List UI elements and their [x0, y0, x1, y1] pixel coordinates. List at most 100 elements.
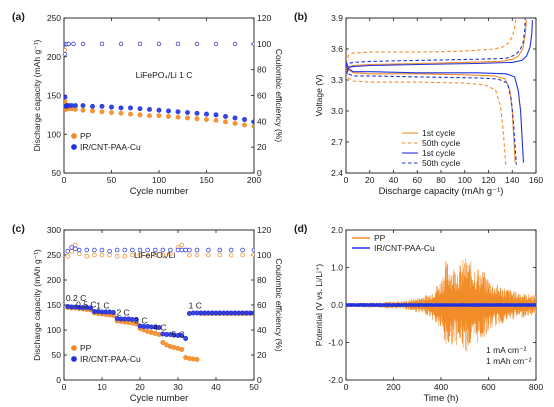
data-point: [118, 105, 124, 111]
data-point: [71, 41, 76, 46]
data-point: [137, 252, 143, 258]
y-tick-label: 50: [52, 168, 62, 178]
x-tick-label: 20: [365, 175, 375, 185]
data-point: [185, 115, 190, 121]
panel-label: (b): [294, 11, 307, 23]
x-tick-label: 40: [211, 382, 221, 392]
y-right-tick-label: 40: [257, 116, 267, 126]
y-tick-label: 2.7: [331, 137, 343, 147]
panel-b: 0 20 40 60 80 100 120 140 160 2.4 2.7 3.0 3.3 3.6 3.9 D…: [294, 11, 543, 197]
x-tick-label: 50: [107, 175, 117, 185]
data-point: [242, 117, 247, 122]
series-line: [346, 20, 533, 74]
y-tick-label: 300: [47, 225, 61, 235]
data-point: [166, 108, 171, 114]
panel-c-series: [65, 242, 254, 362]
data-point: [194, 41, 200, 46]
y-right-axis-label: Coulombic efficiency (%): [274, 49, 284, 143]
rate-label: 5 C: [172, 330, 185, 340]
x-tick-label: 200: [386, 382, 400, 392]
panel-label: (c): [12, 223, 25, 235]
data-point: [194, 357, 200, 362]
annotation-text: LiFePO₄/Li 1 C: [136, 70, 193, 80]
x-tick-label: 160: [529, 175, 543, 185]
y-axis-label: Discharge capacity (mAh g⁻¹): [32, 249, 42, 361]
y-right-tick-label: 80: [257, 65, 267, 75]
legend-label: IR/CNT-PAA-Cu: [80, 354, 141, 364]
data-point: [175, 247, 181, 253]
data-point: [194, 116, 200, 122]
data-point: [118, 41, 124, 46]
data-point: [109, 110, 114, 116]
series-line: [346, 303, 536, 307]
x-tick-label: 40: [389, 175, 399, 185]
y-tick-label: 50: [52, 350, 62, 360]
data-point: [90, 103, 95, 109]
data-point: [251, 41, 254, 46]
data-point: [160, 340, 166, 345]
data-point: [99, 109, 105, 115]
data-point: [80, 41, 86, 46]
y-right-tick-label: 40: [257, 325, 267, 335]
legend-marker: [71, 144, 77, 150]
data-point: [133, 317, 139, 322]
y-tick-label: 2.4: [331, 168, 343, 178]
y-right-tick-label: 0: [257, 168, 262, 178]
rate-label: 0.5 C: [76, 300, 96, 310]
data-point: [232, 120, 238, 126]
data-point: [137, 112, 143, 118]
data-point: [194, 247, 200, 253]
data-point: [145, 247, 150, 253]
x-tick-label: 30: [173, 382, 183, 392]
data-point: [175, 109, 181, 115]
data-point: [251, 247, 254, 253]
data-point: [99, 252, 105, 258]
y-axis-label: Potential (V vs. Li/Li⁺): [314, 264, 324, 347]
data-point: [242, 122, 247, 128]
y-tick-label: 100: [47, 129, 61, 139]
data-point: [122, 247, 128, 253]
data-point: [118, 110, 124, 116]
y-tick-label: 250: [47, 13, 61, 23]
data-point: [122, 254, 128, 259]
series-line: [346, 61, 525, 163]
data-point: [69, 245, 74, 250]
series-line: [346, 20, 528, 72]
y-tick-label: -2.0: [328, 375, 343, 385]
data-point: [69, 249, 74, 254]
y-right-tick-label: 0: [257, 375, 262, 385]
data-point: [187, 247, 192, 253]
data-point: [175, 41, 181, 46]
data-point: [251, 310, 254, 316]
series-line: [346, 18, 517, 64]
rate-label: 1 C: [96, 301, 109, 311]
y-right-tick-label: 120: [257, 225, 271, 235]
legend-label: PP: [80, 131, 92, 141]
x-tick-label: 50: [249, 382, 259, 392]
x-tick-label: 200: [247, 175, 261, 185]
data-point: [76, 251, 82, 257]
data-point: [92, 252, 97, 258]
data-point: [213, 41, 219, 46]
x-tick-label: 120: [481, 175, 495, 185]
y-tick-label: 3.3: [331, 75, 343, 85]
y-right-tick-label: 60: [257, 91, 267, 101]
data-point: [109, 104, 114, 110]
y-right-tick-label: 20: [257, 142, 267, 152]
data-point: [166, 113, 171, 119]
y-tick-label: 200: [47, 275, 61, 285]
x-tick-label: 0: [62, 382, 67, 392]
y-right-tick-label: 60: [257, 300, 267, 310]
panel-label: (d): [294, 223, 307, 235]
data-point: [73, 242, 78, 248]
data-point: [160, 252, 166, 258]
data-point: [137, 247, 143, 253]
data-point: [156, 41, 162, 46]
data-point: [156, 107, 162, 113]
data-point: [107, 252, 112, 258]
data-point: [128, 105, 133, 111]
x-tick-label: 0: [344, 382, 349, 392]
data-point: [137, 106, 143, 112]
data-point: [206, 252, 211, 258]
data-point: [228, 252, 234, 258]
